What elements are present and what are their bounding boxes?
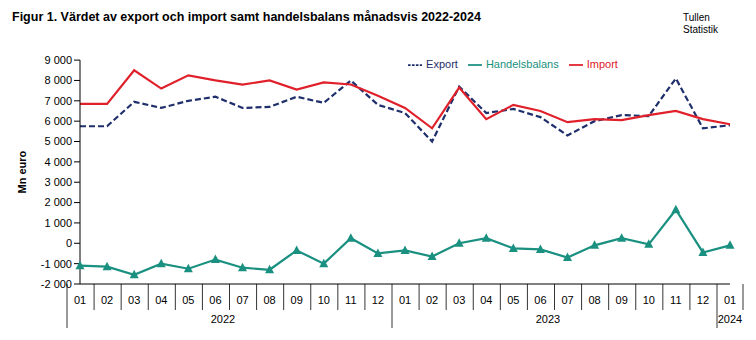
svg-text:6 000: 6 000 — [44, 115, 72, 127]
svg-text:12: 12 — [372, 294, 384, 306]
svg-text:10: 10 — [643, 294, 655, 306]
svg-text:-1 000: -1 000 — [41, 258, 72, 270]
svg-text:2022: 2022 — [211, 313, 235, 325]
svg-text:-2 000: -2 000 — [41, 278, 72, 290]
svg-text:1 000: 1 000 — [44, 217, 72, 229]
svg-text:5 000: 5 000 — [44, 135, 72, 147]
svg-text:3 000: 3 000 — [44, 176, 72, 188]
svg-text:01: 01 — [399, 294, 411, 306]
svg-text:12: 12 — [697, 294, 709, 306]
svg-text:2023: 2023 — [536, 313, 560, 325]
svg-text:9 000: 9 000 — [44, 54, 72, 66]
svg-text:08: 08 — [588, 294, 600, 306]
svg-text:03: 03 — [453, 294, 465, 306]
svg-text:10: 10 — [318, 294, 330, 306]
svg-text:05: 05 — [182, 294, 194, 306]
svg-text:7 000: 7 000 — [44, 95, 72, 107]
svg-text:08: 08 — [263, 294, 275, 306]
html-text:Figur 1. Värdet av export och: Figur 1. Värdet av export och import sam… — [12, 10, 481, 24]
html-text:Handelsbalans: Handelsbalans — [485, 58, 559, 70]
svg-text:04: 04 — [155, 294, 167, 306]
svg-text:07: 07 — [561, 294, 573, 306]
html-text:Tullen Statistik: Tullen Statistik — [683, 12, 718, 35]
svg-text:2024: 2024 — [718, 313, 742, 325]
svg-text:02: 02 — [101, 294, 113, 306]
svg-text:4 000: 4 000 — [44, 156, 72, 168]
svg-text:Mn euro: Mn euro — [16, 150, 28, 193]
svg-text:06: 06 — [209, 294, 221, 306]
svg-text:11: 11 — [345, 294, 356, 306]
svg-text:09: 09 — [291, 294, 303, 306]
svg-text:8 000: 8 000 — [44, 74, 72, 86]
svg-text:0: 0 — [66, 237, 72, 249]
svg-text:11: 11 — [670, 294, 681, 306]
svg-text:03: 03 — [128, 294, 140, 306]
svg-text:09: 09 — [616, 294, 628, 306]
svg-text:07: 07 — [236, 294, 248, 306]
svg-text:06: 06 — [534, 294, 546, 306]
html-text:Import: Import — [586, 58, 618, 70]
svg-text:05: 05 — [507, 294, 519, 306]
svg-text:01: 01 — [724, 294, 736, 306]
svg-text:01: 01 — [74, 294, 86, 306]
svg-text:04: 04 — [480, 294, 492, 306]
svg-text:2 000: 2 000 — [44, 196, 72, 208]
svg-text:02: 02 — [426, 294, 438, 306]
html-text:Export: Export — [426, 58, 458, 70]
